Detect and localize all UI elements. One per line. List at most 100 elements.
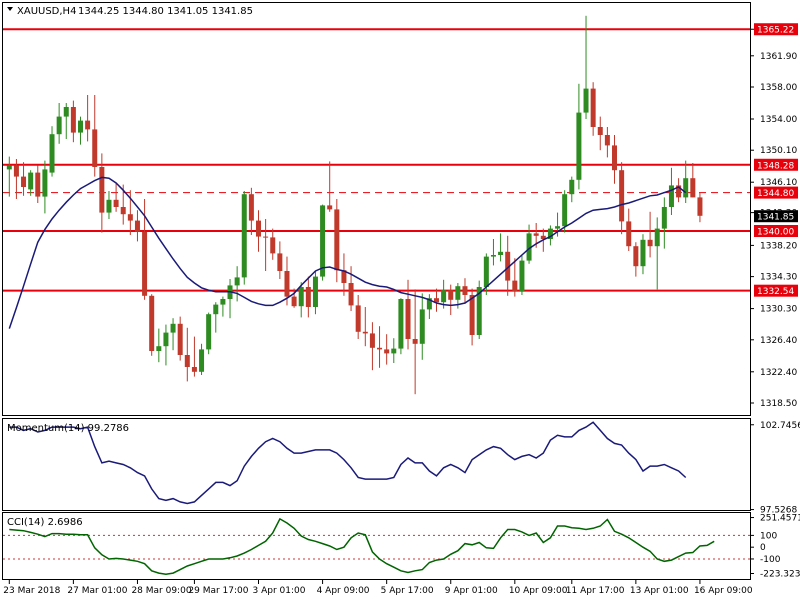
candle-body [312, 276, 318, 307]
candle-body [604, 135, 610, 146]
time-tick-label: 11 Apr 17:00 [566, 586, 625, 596]
price-tags: 1365.22 1348.28 1344.80 1340.00 1332.54 1341.… [754, 23, 798, 297]
level-price-tag [754, 23, 798, 36]
chart-title: XAUUSD,H4 1344.25 1344.80 1341.05 1341.8… [7, 6, 253, 17]
candle-body [419, 309, 425, 344]
candle-body [56, 116, 62, 135]
price-tick-label: 1358.00 [760, 83, 797, 93]
candle-body [398, 299, 404, 349]
candle-body [426, 298, 432, 310]
cci-line [9, 517, 715, 576]
candle-body [284, 271, 290, 297]
candle-body [85, 120, 91, 130]
candle-body [13, 165, 19, 177]
level-price-tag-label: 1365.22 [757, 26, 794, 36]
candle-body [170, 323, 176, 333]
cci-tick-label: -100 [760, 555, 781, 565]
candle-body [612, 145, 617, 171]
candle-body [676, 185, 682, 198]
momentum-pane[interactable]: Momentum(14) 99.2786 [2, 418, 751, 511]
candle-body [92, 129, 98, 167]
time-tick-label: 5 Apr 17:00 [381, 586, 434, 596]
time-tick-label: 3 Apr 01:00 [253, 586, 306, 596]
candle-body [412, 339, 418, 344]
level-price-tag [754, 225, 798, 237]
candle-body [184, 355, 190, 367]
time-tick-label: 13 Apr 01:00 [630, 586, 689, 596]
candle-body [298, 287, 304, 307]
candle-body [191, 367, 197, 372]
candle-body [320, 205, 326, 277]
candle-body [483, 256, 489, 287]
dropdown-triangle-icon[interactable] [7, 7, 13, 11]
candle-body [384, 349, 390, 354]
price-tick-label: 1318.50 [760, 399, 797, 409]
level-price-tag-label: 1344.80 [757, 189, 794, 199]
price-pane[interactable]: XAUUSD,H4 1344.25 1344.80 1341.05 1341.8… [2, 2, 751, 416]
candle-body [277, 253, 283, 271]
candle-body [369, 333, 375, 348]
momentum-tick-label: 97.5268 [760, 506, 797, 516]
momentum-pane-border [2, 418, 751, 511]
time-tick-label: 4 Apr 09:00 [317, 586, 370, 596]
candle-body [213, 304, 219, 315]
candle-body [547, 228, 553, 239]
level-price-tag-label: 1348.28 [757, 161, 794, 171]
candle-body [540, 235, 546, 239]
candle-body [113, 199, 119, 207]
candle-body [63, 107, 69, 117]
candle-body [619, 170, 625, 222]
time-tick-label: 27 Mar 01:00 [67, 586, 127, 596]
price-tick-label: 1322.40 [760, 368, 797, 378]
candle-body [640, 239, 646, 267]
candle-body [476, 287, 482, 335]
price-tick-label: 1334.30 [760, 273, 797, 283]
price-tick-label: 1350.10 [760, 146, 797, 156]
candle-body [234, 277, 240, 286]
price-tick-label: 1346.10 [760, 178, 797, 188]
candle-body [391, 348, 397, 354]
candle-body [78, 120, 83, 133]
candle-body [576, 112, 582, 180]
level-price-tag-label: 1340.00 [757, 228, 794, 238]
candle-body [355, 305, 361, 332]
candle-body [28, 172, 34, 190]
candle-body [199, 349, 205, 372]
candle-body [555, 226, 561, 229]
candle-body [697, 197, 703, 216]
candle-body [377, 347, 383, 350]
momentum-axis: 102.7456 97.5268 [750, 421, 800, 516]
candle-body [633, 246, 639, 267]
candle-body [35, 172, 41, 197]
momentum-tick-label: 102.7456 [760, 421, 800, 431]
candle-body [441, 290, 447, 303]
candle-body [690, 178, 696, 198]
candle-body [291, 296, 297, 307]
candle-body [206, 314, 212, 350]
candle-body [270, 237, 276, 254]
cci-tick-label: -223.3237 [760, 569, 800, 579]
candle-body [263, 236, 269, 238]
candle-body [434, 298, 439, 303]
candle-body [134, 220, 140, 232]
candle-body [683, 178, 689, 198]
momentum-title: Momentum(14) 99.2786 [7, 423, 129, 434]
candle-body [241, 194, 247, 278]
current-price-tag-label: 1341.85 [757, 213, 794, 223]
candle-body [597, 127, 603, 135]
cci-pane[interactable]: CCI(14) 2.6986 [2, 512, 751, 580]
candle-body [305, 287, 311, 307]
price-tick-label: 1354.00 [760, 115, 797, 125]
moving-average-line [8, 176, 687, 329]
level-price-tag [754, 158, 798, 171]
candle-body [583, 88, 589, 113]
candle-body [99, 167, 105, 213]
candle-body [127, 214, 133, 221]
time-tick-label: 29 Mar 17:00 [188, 586, 248, 596]
candle-body [256, 220, 261, 237]
candle-body [149, 295, 155, 351]
candle-body [569, 179, 575, 195]
price-tick-label: 1326.40 [760, 336, 797, 346]
candle-body [448, 290, 454, 300]
candle-body [70, 107, 76, 133]
